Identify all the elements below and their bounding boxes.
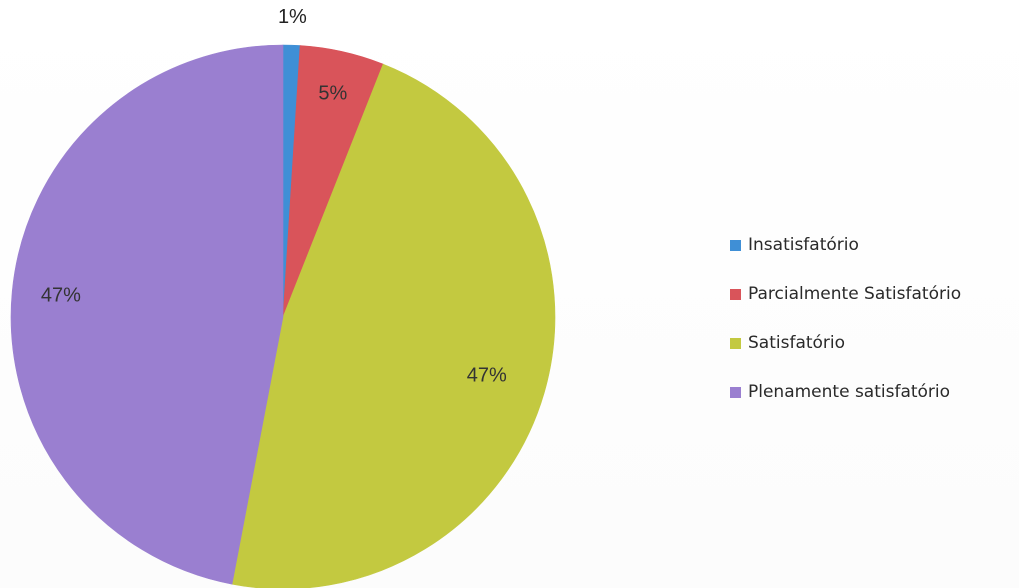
legend-label-insatisfatorio: Insatisfatório <box>748 235 859 255</box>
chart-legend: Insatisfatório Parcialmente Satisfatório… <box>730 233 961 429</box>
legend-item-parcialmente-satisfatorio: Parcialmente Satisfatório <box>730 282 961 306</box>
data-label-insatisfatorio: 1% <box>278 6 307 28</box>
data-label-plenamente-satisfatorio: 47% <box>41 284 81 306</box>
pie-slice-satisfatorio <box>231 63 556 588</box>
pie-data-labels: 1% 5% 47% 47% <box>41 6 507 386</box>
pie-slices <box>10 44 556 588</box>
legend-item-insatisfatorio: Insatisfatório <box>730 233 961 257</box>
legend-label-satisfatorio: Satisfatório <box>748 333 846 353</box>
data-label-satisfatorio: 47% <box>467 364 507 386</box>
legend-label-parcialmente-satisfatorio: Parcialmente Satisfatório <box>748 284 962 304</box>
legend-swatch-insatisfatorio <box>730 239 741 251</box>
pie-slice-plenamente-satisfatorio <box>10 44 284 585</box>
legend-swatch-parcialmente-satisfatorio <box>730 288 741 300</box>
data-label-parcialmente-satisfatorio: 5% <box>318 82 347 104</box>
legend-item-plenamente-satisfatorio: Plenamente satisfatório <box>730 380 961 404</box>
legend-label-plenamente-satisfatorio: Plenamente satisfatório <box>748 382 951 402</box>
legend-item-satisfatorio: Satisfatório <box>730 331 961 355</box>
legend-swatch-plenamente-satisfatorio <box>730 386 741 398</box>
legend-swatch-satisfatorio <box>730 337 741 349</box>
